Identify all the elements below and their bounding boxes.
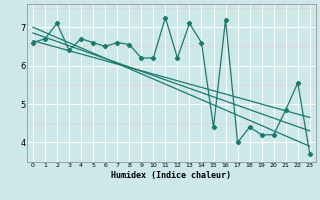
X-axis label: Humidex (Indice chaleur): Humidex (Indice chaleur)	[111, 171, 231, 180]
